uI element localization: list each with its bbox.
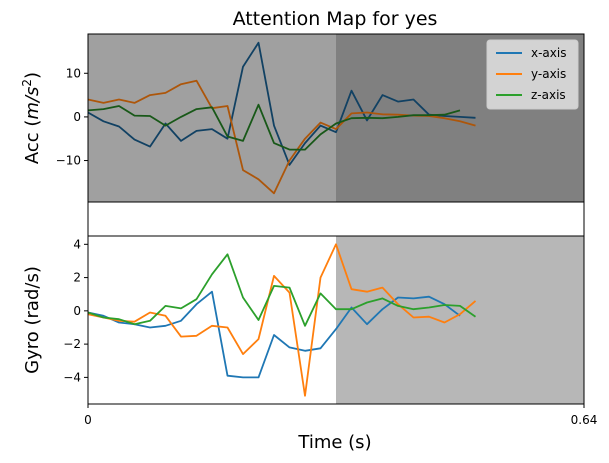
acc-series-line-z-axis [87,103,461,151]
legend-label-y-axis: y-axis [531,67,566,81]
acc-shade-region-first-half [88,34,336,202]
acc-y-tick-label: −10 [56,154,81,168]
x-axis-label: Time (s) [297,432,371,453]
gyro-y-tick-label: 0 [73,304,81,318]
gyro-y-tick-label: 4 [73,237,81,251]
acc-y-tick-label: 0 [73,110,81,124]
gyro-series-line-y-axis [87,243,477,397]
x-tick-label-start: 0 [84,413,92,427]
legend-label-z-axis: z-axis [531,88,566,102]
gyro-panel: 4 2 0 −2 −4 Gyro (rad/s) [22,235,585,405]
x-tick-label-end: 0.64 [571,413,598,427]
gyro-shade-region-first-half [88,236,336,404]
gyro-y-tick-label: −2 [63,337,81,351]
gyro-y-tick-label: −4 [63,370,81,384]
spacer-panel [87,201,585,237]
acc-panel: 10 0 −10 Acc (m/s2) x-axis y-axis z-axis [20,33,585,203]
acc-y-axis-label: Acc (m/s2) [20,72,43,164]
legend: x-axis y-axis z-axis [486,39,579,110]
gyro-series-line-z-axis [87,253,477,327]
gyro-plot-frame [87,235,585,405]
chart-title: Attention Map for yes [233,8,438,30]
gyro-series-line-x-axis [87,290,461,379]
x-axis: 0 0.64 Time (s) [84,404,597,453]
acc-series-line-x-axis [87,41,476,166]
gyro-shade-region-second-half [336,236,584,404]
acc-y-tick-label: 10 [66,66,81,80]
legend-label-x-axis: x-axis [531,46,566,60]
legend-box [486,39,579,110]
gyro-y-axis-label: Gyro (rad/s) [22,266,43,374]
gyro-y-tick-label: 2 [73,271,81,285]
